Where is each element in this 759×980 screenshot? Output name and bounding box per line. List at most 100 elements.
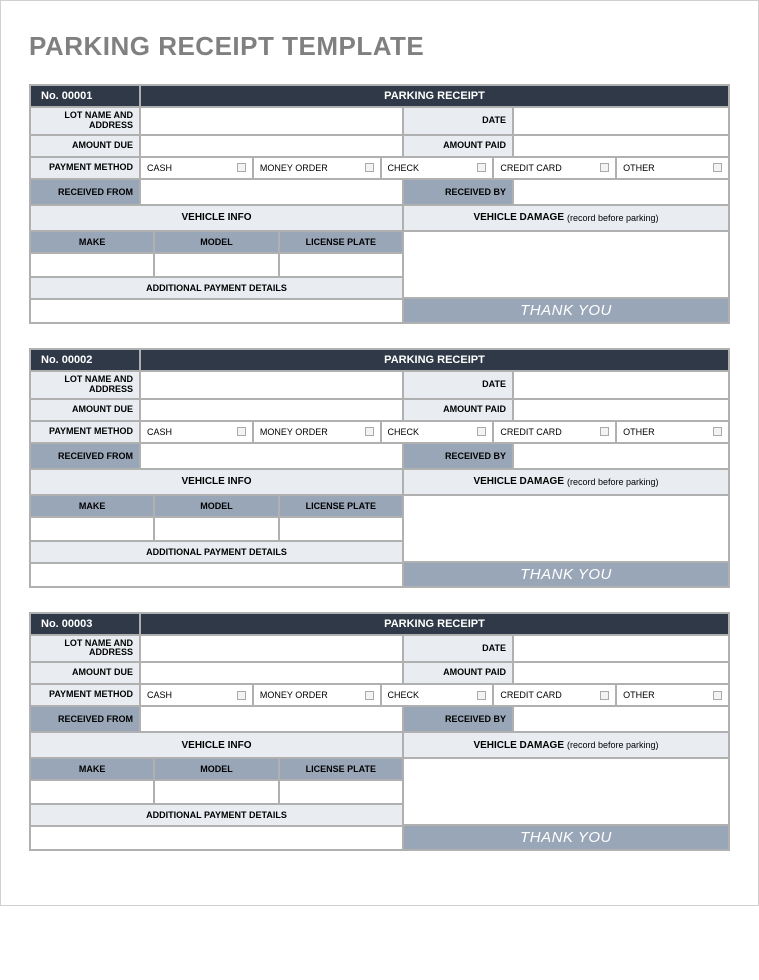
receipt-number: No. 00001 xyxy=(30,85,140,107)
payment-option: CREDIT CARD xyxy=(493,421,616,443)
amount-paid-value[interactable] xyxy=(513,399,729,421)
checkbox[interactable] xyxy=(477,691,486,700)
license-plate-value[interactable] xyxy=(279,517,403,541)
amount-paid-value[interactable] xyxy=(513,135,729,157)
received-by-value[interactable] xyxy=(513,706,729,732)
payment-option-label: CASH xyxy=(147,163,172,173)
thank-you: THANK YOU xyxy=(403,298,729,323)
date-value[interactable] xyxy=(513,107,729,135)
checkbox[interactable] xyxy=(600,163,609,172)
received-by-value[interactable] xyxy=(513,443,729,469)
license-plate-header: LICENSE PLATE xyxy=(279,495,403,517)
received-from-value[interactable] xyxy=(140,443,403,469)
checkbox[interactable] xyxy=(600,691,609,700)
payment-method-label: PAYMENT METHOD xyxy=(30,421,140,443)
payment-method-label: PAYMENT METHOD xyxy=(30,157,140,179)
additional-payment-header: ADDITIONAL PAYMENT DETAILS xyxy=(30,277,403,299)
checkbox[interactable] xyxy=(237,691,246,700)
payment-option-label: MONEY ORDER xyxy=(260,163,328,173)
payment-option-label: CHECK xyxy=(388,163,420,173)
page-title: PARKING RECEIPT TEMPLATE xyxy=(29,31,730,62)
model-value[interactable] xyxy=(154,253,278,277)
date-value[interactable] xyxy=(513,635,729,663)
checkbox[interactable] xyxy=(477,163,486,172)
receipt-title: PARKING RECEIPT xyxy=(140,349,729,371)
parking-receipt: No. 00002 PARKING RECEIPT LOT NAME AND A… xyxy=(29,348,730,588)
payment-option-label: CREDIT CARD xyxy=(500,427,561,437)
vehicle-info-header: VEHICLE INFO xyxy=(30,469,403,495)
lot-name-value[interactable] xyxy=(140,635,403,663)
additional-payment-value[interactable] xyxy=(30,299,403,323)
payment-option: CREDIT CARD xyxy=(493,157,616,179)
checkbox[interactable] xyxy=(365,691,374,700)
model-header: MODEL xyxy=(154,231,278,253)
license-plate-value[interactable] xyxy=(279,780,403,804)
date-label: DATE xyxy=(403,107,513,135)
checkbox[interactable] xyxy=(365,163,374,172)
thank-you: THANK YOU xyxy=(403,562,729,587)
checkbox[interactable] xyxy=(713,691,722,700)
payment-option: CASH xyxy=(140,157,253,179)
amount-due-value[interactable] xyxy=(140,135,403,157)
received-by-value[interactable] xyxy=(513,179,729,205)
receipt-number: No. 00003 xyxy=(30,613,140,635)
license-plate-header: LICENSE PLATE xyxy=(279,758,403,780)
make-header: MAKE xyxy=(30,495,154,517)
model-value[interactable] xyxy=(154,517,278,541)
model-header: MODEL xyxy=(154,495,278,517)
received-by-label: RECEIVED BY xyxy=(403,179,513,205)
lot-name-label: LOT NAME AND ADDRESS xyxy=(30,107,140,135)
amount-paid-label: AMOUNT PAID xyxy=(403,135,513,157)
payment-option: MONEY ORDER xyxy=(253,421,381,443)
make-value[interactable] xyxy=(30,780,154,804)
checkbox[interactable] xyxy=(600,427,609,436)
payment-option: MONEY ORDER xyxy=(253,684,381,706)
checkbox[interactable] xyxy=(237,163,246,172)
vehicle-damage-note: (record before parking) xyxy=(567,740,659,750)
received-by-label: RECEIVED BY xyxy=(403,443,513,469)
make-value[interactable] xyxy=(30,517,154,541)
amount-due-value[interactable] xyxy=(140,399,403,421)
amount-due-value[interactable] xyxy=(140,662,403,684)
lot-name-value[interactable] xyxy=(140,371,403,399)
make-value[interactable] xyxy=(30,253,154,277)
checkbox[interactable] xyxy=(477,427,486,436)
additional-payment-value[interactable] xyxy=(30,826,403,850)
vehicle-damage-area[interactable] xyxy=(403,758,729,825)
payment-option-label: MONEY ORDER xyxy=(260,427,328,437)
additional-payment-header: ADDITIONAL PAYMENT DETAILS xyxy=(30,541,403,563)
payment-option-label: OTHER xyxy=(623,163,655,173)
payment-option: MONEY ORDER xyxy=(253,157,381,179)
checkbox[interactable] xyxy=(713,427,722,436)
date-value[interactable] xyxy=(513,371,729,399)
vehicle-info-header: VEHICLE INFO xyxy=(30,205,403,231)
payment-option-label: CASH xyxy=(147,690,172,700)
received-from-value[interactable] xyxy=(140,179,403,205)
checkbox[interactable] xyxy=(237,427,246,436)
date-label: DATE xyxy=(403,635,513,663)
checkbox[interactable] xyxy=(713,163,722,172)
date-label: DATE xyxy=(403,371,513,399)
parking-receipt: No. 00001 PARKING RECEIPT LOT NAME AND A… xyxy=(29,84,730,324)
additional-payment-value[interactable] xyxy=(30,563,403,587)
receipt-title: PARKING RECEIPT xyxy=(140,613,729,635)
payment-option: OTHER xyxy=(616,421,729,443)
amount-due-label: AMOUNT DUE xyxy=(30,662,140,684)
model-value[interactable] xyxy=(154,780,278,804)
make-header: MAKE xyxy=(30,758,154,780)
vehicle-info-header: VEHICLE INFO xyxy=(30,732,403,758)
received-from-value[interactable] xyxy=(140,706,403,732)
vehicle-damage-area[interactable] xyxy=(403,231,729,298)
vehicle-damage-area[interactable] xyxy=(403,495,729,562)
checkbox[interactable] xyxy=(365,427,374,436)
license-plate-value[interactable] xyxy=(279,253,403,277)
vehicle-damage-header: VEHICLE DAMAGE(record before parking) xyxy=(403,732,729,758)
receipt-title: PARKING RECEIPT xyxy=(140,85,729,107)
lot-name-value[interactable] xyxy=(140,107,403,135)
model-header: MODEL xyxy=(154,758,278,780)
payment-option-label: CREDIT CARD xyxy=(500,163,561,173)
amount-paid-value[interactable] xyxy=(513,662,729,684)
payment-option-label: CREDIT CARD xyxy=(500,690,561,700)
received-from-label: RECEIVED FROM xyxy=(30,443,140,469)
payment-option-label: OTHER xyxy=(623,427,655,437)
